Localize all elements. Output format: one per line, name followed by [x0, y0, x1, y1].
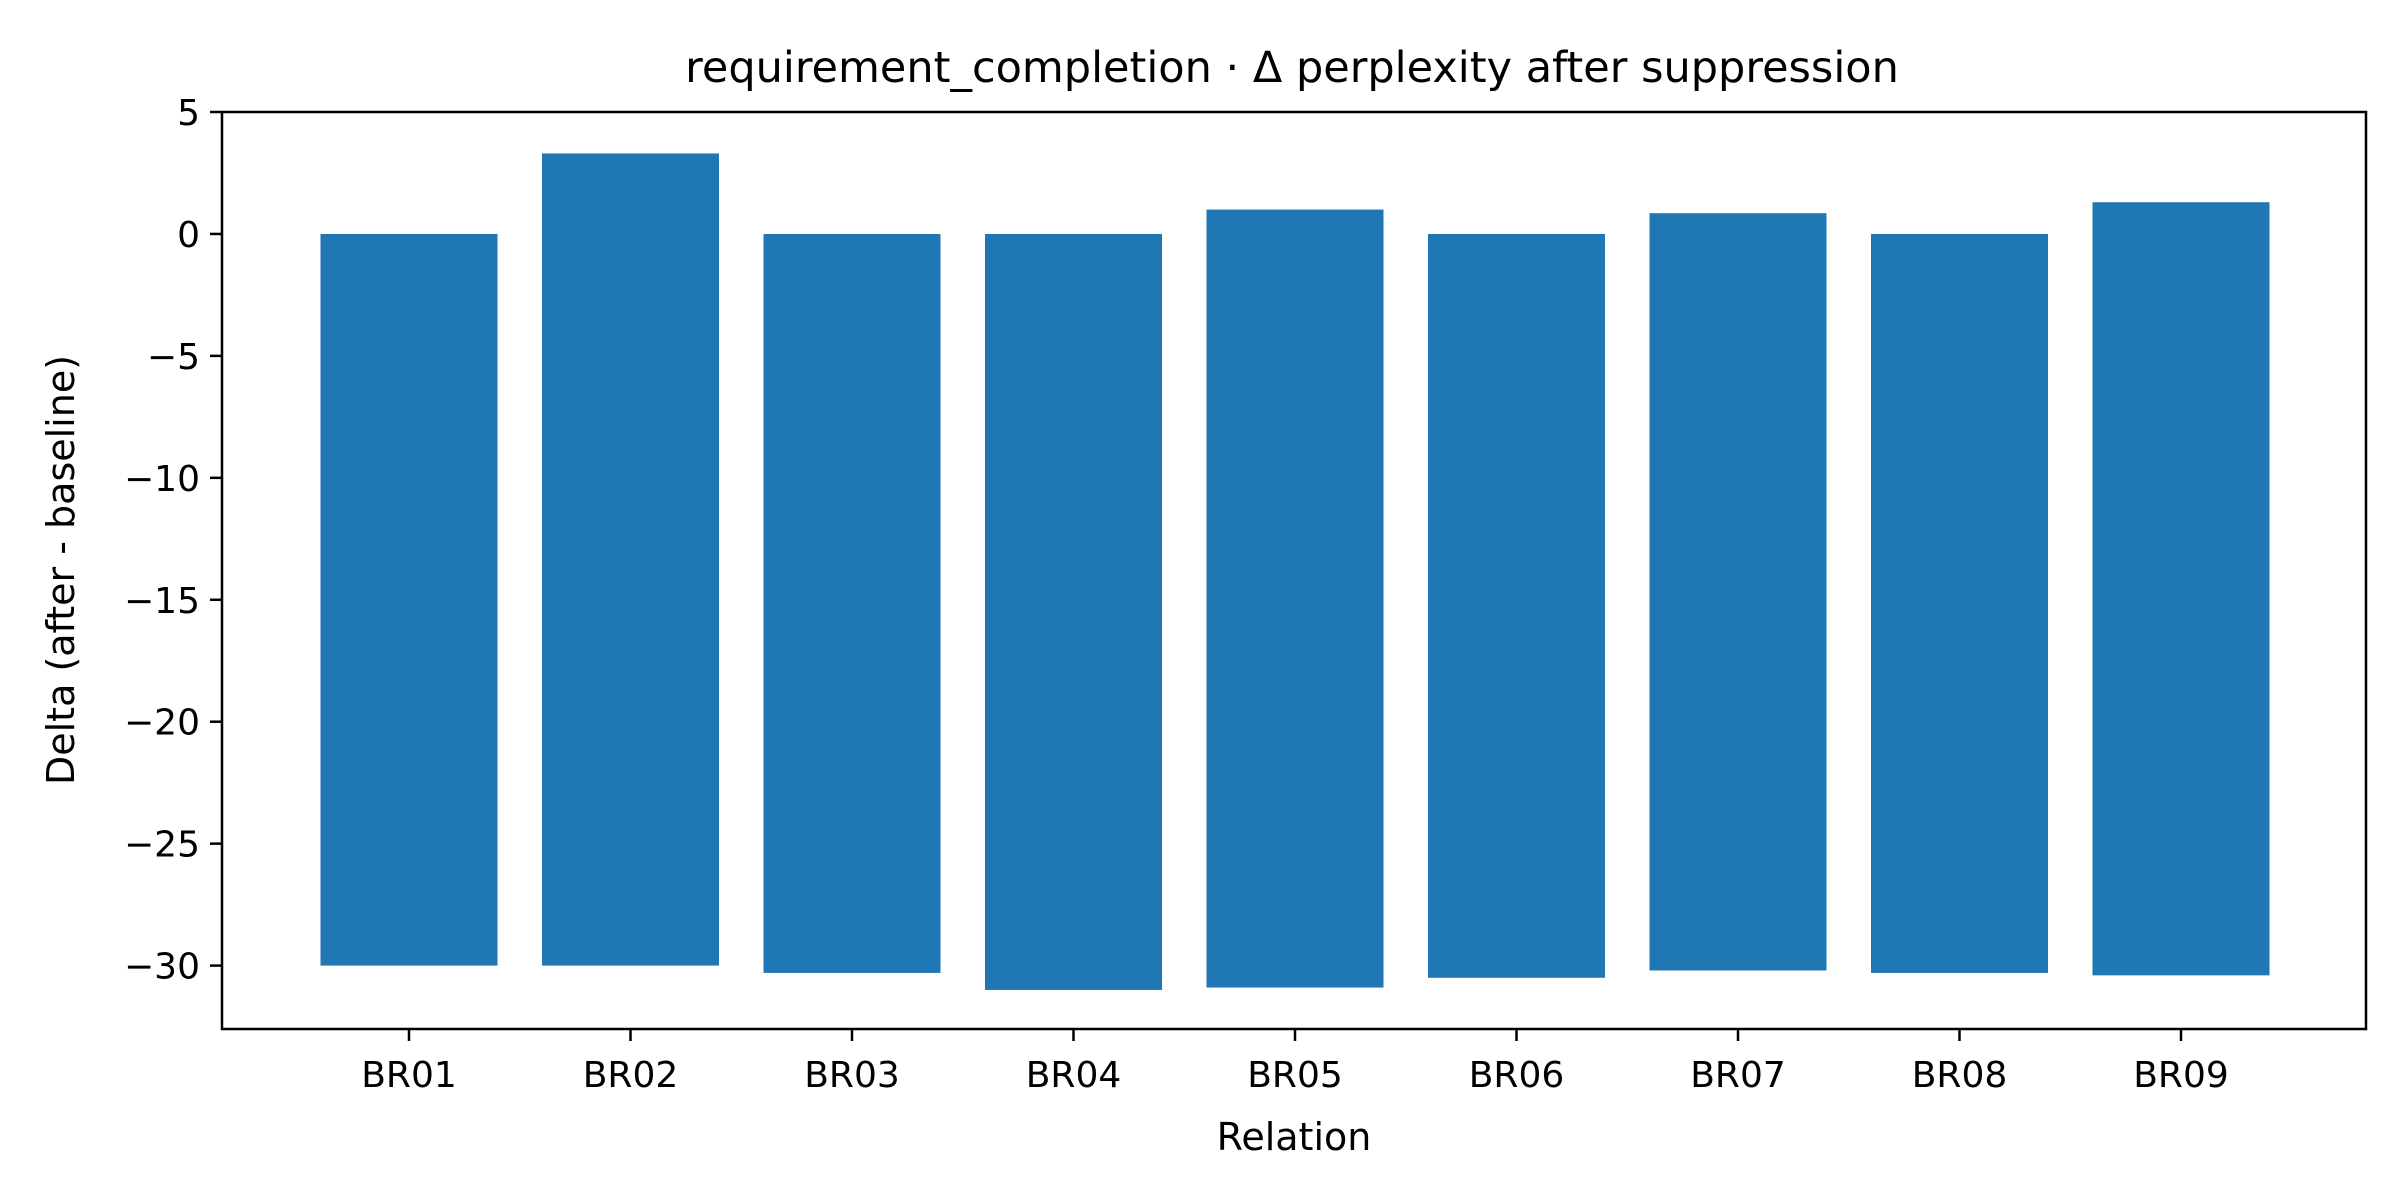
bars-layer	[320, 153, 2270, 990]
x-tick-label: BR06	[1469, 1055, 1565, 1096]
x-tick-label: BR07	[1690, 1055, 1786, 1096]
bar-br03	[763, 233, 941, 973]
bar-br09	[2092, 202, 2270, 976]
y-tick-label: −15	[124, 581, 200, 622]
y-tick-label: 0	[177, 215, 200, 256]
y-tick-label: −20	[124, 703, 200, 744]
y-tick-label: −25	[124, 825, 200, 866]
bar-br05	[1206, 209, 1384, 988]
x-tick-label: BR09	[2133, 1055, 2229, 1096]
x-tick-label: BR08	[1912, 1055, 2008, 1096]
x-axis-label: Relation	[1217, 1115, 1372, 1159]
bar-br08	[1871, 233, 2048, 973]
x-tick-label: BR01	[361, 1055, 457, 1096]
x-tick-label: BR03	[804, 1055, 900, 1096]
y-axis-label: Delta (after - baseline)	[39, 355, 83, 785]
x-tick-label: BR05	[1247, 1055, 1343, 1096]
y-tick-label: −10	[124, 459, 200, 500]
bar-br07	[1649, 213, 1827, 971]
bar-br01	[320, 233, 498, 966]
bar-br02	[542, 153, 719, 966]
y-tick-label: −5	[147, 337, 200, 378]
chart-title: requirement_completion · Δ perplexity af…	[685, 43, 1899, 93]
x-tick-label: BR02	[583, 1055, 679, 1096]
y-axis: 5 0 −5 −10 −15 −20 −25 −30	[124, 93, 222, 988]
y-tick-label: −30	[124, 947, 200, 988]
x-tick-label: BR04	[1026, 1055, 1122, 1096]
bar-br06	[1428, 233, 1605, 978]
bar-br04	[985, 233, 1162, 990]
y-tick-label: 5	[177, 93, 200, 134]
x-axis: BR01 BR02 BR03 BR04 BR05 BR06 BR07 BR08 BR09	[361, 1029, 2229, 1096]
